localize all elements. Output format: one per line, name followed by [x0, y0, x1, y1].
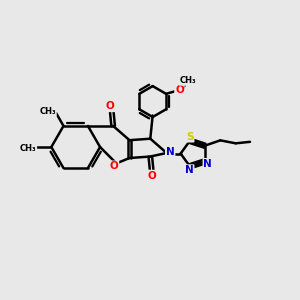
- Text: CH₃: CH₃: [39, 107, 56, 116]
- Text: S: S: [186, 132, 194, 142]
- Text: O: O: [106, 101, 115, 111]
- Text: CH₃: CH₃: [179, 76, 196, 85]
- Text: N: N: [166, 147, 175, 158]
- Text: O: O: [110, 161, 118, 171]
- Text: N: N: [203, 159, 212, 169]
- Text: O: O: [147, 171, 156, 181]
- Text: CH₃: CH₃: [20, 144, 37, 153]
- Text: O: O: [175, 85, 184, 95]
- Text: N: N: [185, 165, 194, 175]
